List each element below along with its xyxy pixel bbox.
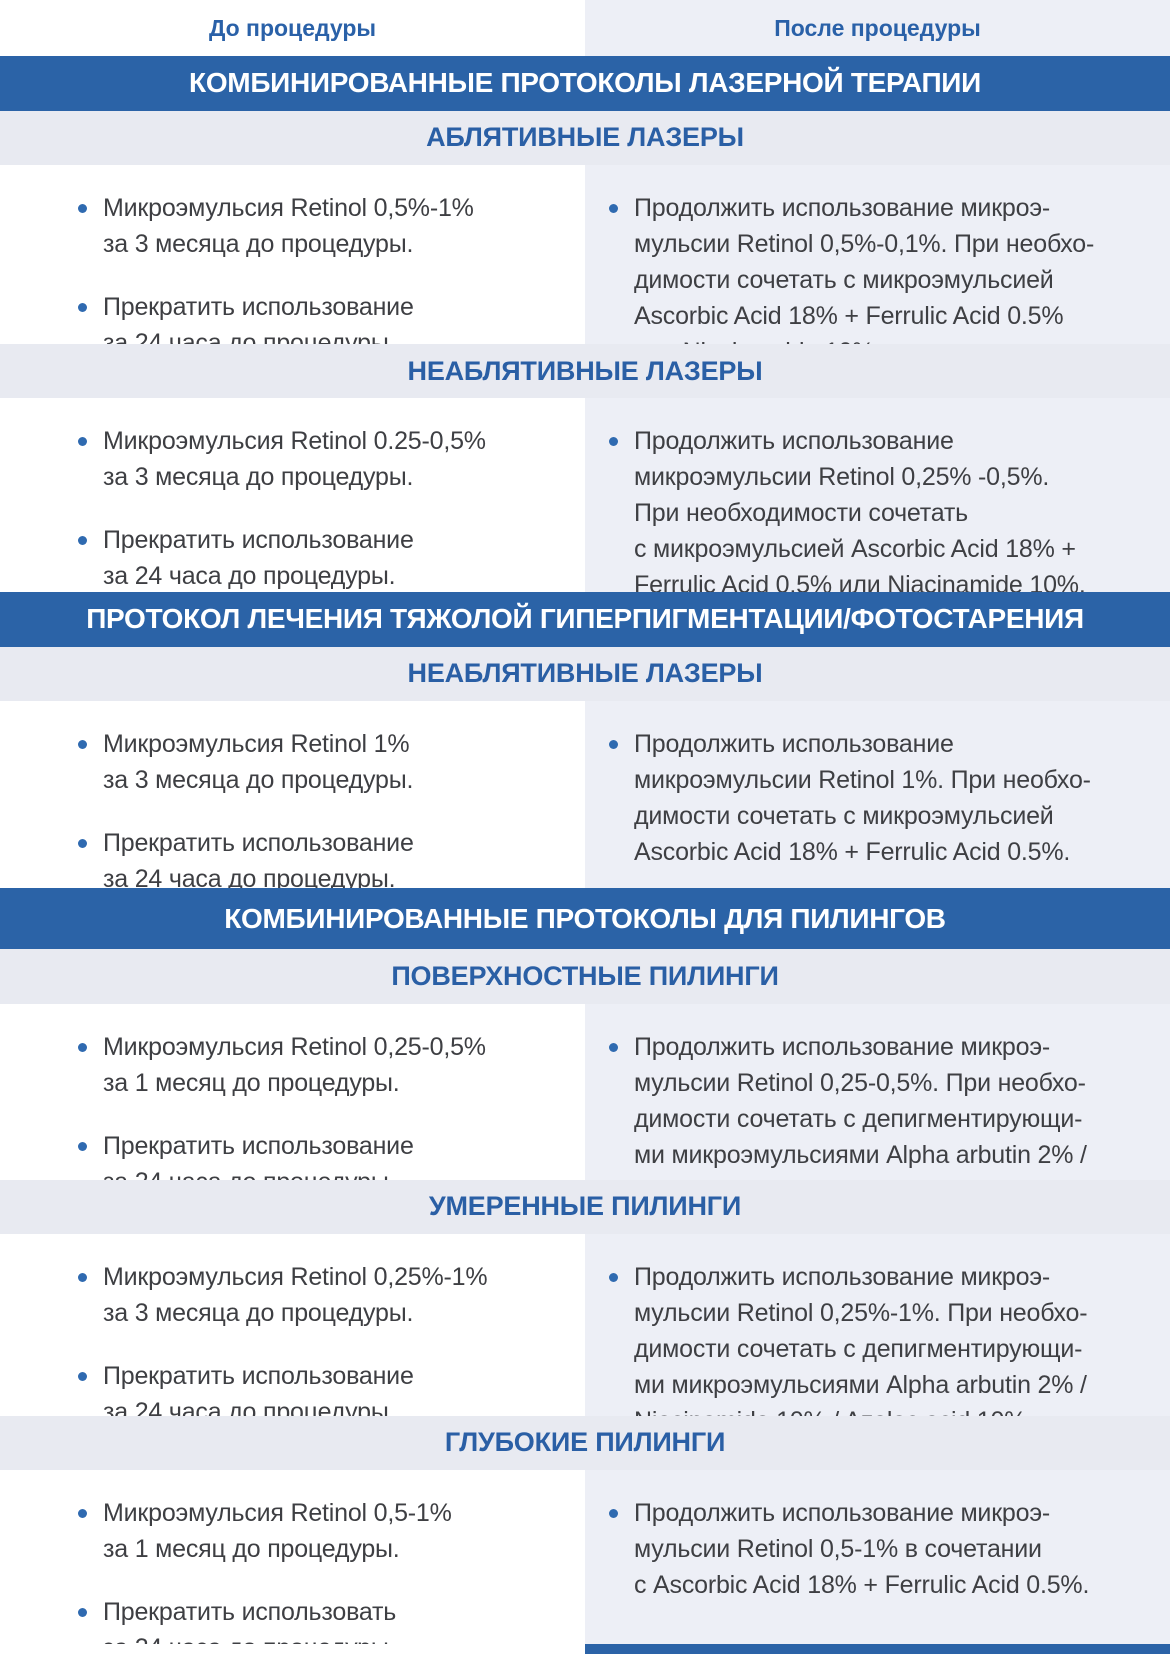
list-item: Микроэмульсия Retinol 0,25%-1% за 3 меся… (78, 1259, 575, 1331)
bottom-row (0, 1644, 1170, 1654)
list-item-text: Продолжить использование микроэмульсии R… (634, 729, 1091, 866)
subheader-superficial-peels: ПОВЕРХНОСТНЫЕ ПИЛИНГИ (0, 949, 1170, 1004)
after-column: Продолжить использование микроэ- мульсии… (585, 1233, 1170, 1416)
list-item: Микроэмульсия Retinol 0.25-0,5% за 3 мес… (78, 423, 575, 495)
column-header-before: До процедуры (208, 14, 377, 41)
before-column: Микроэмульсия Retinol 0,25%-1% за 3 меся… (0, 1233, 585, 1416)
list-item: Продолжить использование микроэ- мульсии… (609, 190, 1160, 344)
bullet-icon (78, 203, 87, 213)
list-item-text: Прекратить использование за 24 часа до п… (103, 828, 414, 888)
subheader-moderate-peels: УМЕРЕННЫЕ ПИЛИНГИ (0, 1179, 1170, 1234)
list-item-text: Микроэмульсия Retinol 0,5%-1% за 3 месяц… (103, 193, 474, 258)
list-item: Микроэмульсия Retinol 0,5%-1% за 3 месяц… (78, 190, 575, 262)
list-item-text: Продолжить использование микроэ- мульсии… (634, 1262, 1088, 1416)
bullet-icon (609, 1042, 618, 1052)
column-header-after: После процедуры (585, 0, 1170, 57)
bullet-icon (78, 739, 87, 749)
after-column: Продолжить использование микроэ- мульсии… (585, 164, 1170, 344)
bullet-icon (78, 302, 87, 312)
list-item: Прекратить использование за 24 часа до п… (78, 289, 575, 344)
before-column: Микроэмульсия Retinol 0,5-1% за 1 месяц … (0, 1470, 585, 1645)
after-column: Продолжить использование микроэмульсии R… (585, 700, 1170, 888)
before-column: Микроэмульсия Retinol 0,5%-1% за 3 месяц… (0, 164, 585, 344)
bullet-icon (78, 1509, 87, 1519)
list-item: Прекратить использование за 24 часа до п… (78, 825, 575, 888)
list-item: Продолжить использование микроэмульсии R… (609, 726, 1160, 870)
section-row-ablative: Микроэмульсия Retinol 0,5%-1% за 3 месяц… (0, 164, 1170, 344)
bullet-icon (78, 536, 87, 546)
bullet-icon (78, 1272, 87, 1282)
banner-hyperpigmentation: ПРОТОКОЛ ЛЕЧЕНИЯ ТЯЖОЛОЙ ГИПЕРПИГМЕНТАЦИ… (0, 592, 1170, 647)
list-item: Прекратить использование за 24 часа до п… (78, 1358, 575, 1416)
bottom-white-pad (0, 1644, 585, 1654)
list-item-text: Микроэмульсия Retinol 1% за 3 месяца до … (103, 729, 414, 794)
bullet-icon (609, 437, 618, 447)
section-row-superficial: Микроэмульсия Retinol 0,25-0,5% за 1 мес… (0, 1003, 1170, 1180)
list-item-text: Прекратить использование за 24 часа до п… (103, 1131, 414, 1180)
subheader-nonablative-lasers: НЕАБЛЯТИВНЫЕ ЛАЗЕРЫ (0, 343, 1170, 399)
bullet-icon (78, 838, 87, 848)
after-column: Продолжить использование микроэ- мульсии… (585, 1003, 1170, 1180)
list-item-text: Микроэмульсия Retinol 0.25-0,5% за 3 мес… (103, 427, 486, 492)
subheader-deep-peels: ГЛУБОКИЕ ПИЛИНГИ (0, 1415, 1170, 1471)
list-item: Прекратить использовать за 24 часа до пр… (78, 1594, 575, 1644)
bullet-icon (609, 739, 618, 749)
list-item-text: Микроэмульсия Retinol 0,25%-1% за 3 меся… (103, 1262, 488, 1327)
list-item: Микроэмульсия Retinol 0,25-0,5% за 1 мес… (78, 1029, 575, 1101)
before-column: Микроэмульсия Retinol 0.25-0,5% за 3 мес… (0, 398, 585, 593)
bullet-icon (78, 1141, 87, 1151)
list-item: Микроэмульсия Retinol 0,5-1% за 1 месяц … (78, 1495, 575, 1567)
list-item-text: Микроэмульсия Retinol 0,25-0,5% за 1 мес… (103, 1032, 486, 1097)
list-item-text: Прекратить использование за 24 часа до п… (103, 526, 414, 591)
list-item-text: Продолжить использование микроэ- мульсии… (634, 1499, 1090, 1600)
list-item-text: Прекратить использование за 24 часа до п… (103, 292, 414, 344)
subheader-nonablative-lasers-2: НЕАБЛЯТИВНЫЕ ЛАЗЕРЫ (0, 646, 1170, 701)
list-item-text: Продолжить использование микроэмульсии R… (634, 427, 1086, 593)
list-item-text: Прекратить использование за 24 часа до п… (103, 1361, 414, 1416)
list-item: Микроэмульсия Retinol 1% за 3 месяца до … (78, 726, 575, 798)
list-item: Продолжить использование микроэ- мульсии… (609, 1495, 1160, 1603)
bullet-icon (78, 1042, 87, 1052)
list-item: Продолжить использование микроэ- мульсии… (609, 1029, 1160, 1180)
list-item-text: Продолжить использование микроэ- мульсии… (634, 1032, 1087, 1180)
before-column: Микроэмульсия Retinol 0,25-0,5% за 1 мес… (0, 1003, 585, 1180)
list-item-text: Продолжить использование микроэ- мульсии… (634, 193, 1095, 344)
list-item-text: Микроэмульсия Retinol 0,5-1% за 1 месяц … (103, 1499, 452, 1564)
banner-laser-therapy: КОМБИНИРОВАННЫЕ ПРОТОКОЛЫ ЛАЗЕРНОЙ ТЕРАП… (0, 56, 1170, 111)
bullet-icon (78, 1371, 87, 1381)
bullet-icon (609, 1272, 618, 1282)
list-item: Прекратить использование за 24 часа до п… (78, 1128, 575, 1180)
section-row-nonablative: Микроэмульсия Retinol 0.25-0,5% за 3 мес… (0, 398, 1170, 593)
section-row-deep: Микроэмульсия Retinol 0,5-1% за 1 месяц … (0, 1470, 1170, 1645)
bullet-icon (78, 1608, 87, 1618)
before-column: Микроэмульсия Retinol 1% за 3 месяца до … (0, 700, 585, 888)
list-item: Продолжить использование микроэ- мульсии… (609, 1259, 1160, 1416)
subheader-ablative-lasers: АБЛЯТИВНЫЕ ЛАЗЕРЫ (0, 110, 1170, 165)
list-item: Продолжить использование микроэмульсии R… (609, 423, 1160, 592)
bullet-icon (78, 437, 87, 447)
after-column: Продолжить использование микроэ- мульсии… (585, 1470, 1170, 1645)
column-header-row: До процедуры После процедуры (0, 0, 1170, 57)
section-row-pigmentation: Микроэмульсия Retinol 1% за 3 месяца до … (0, 700, 1170, 888)
after-column: Продолжить использование микроэмульсии R… (585, 398, 1170, 593)
section-row-moderate: Микроэмульсия Retinol 0,25%-1% за 3 меся… (0, 1233, 1170, 1416)
banner-peeling-protocols: КОМБИНИРОВАННЫЕ ПРОТОКОЛЫ ДЛЯ ПИЛИНГОВ (0, 887, 1170, 950)
list-item: Прекратить использование за 24 часа до п… (78, 522, 575, 592)
list-item-text: Прекратить использовать за 24 часа до пр… (103, 1598, 397, 1644)
bullet-icon (609, 203, 618, 213)
bullet-icon (609, 1509, 618, 1519)
bottom-accent-strip (585, 1644, 1170, 1654)
